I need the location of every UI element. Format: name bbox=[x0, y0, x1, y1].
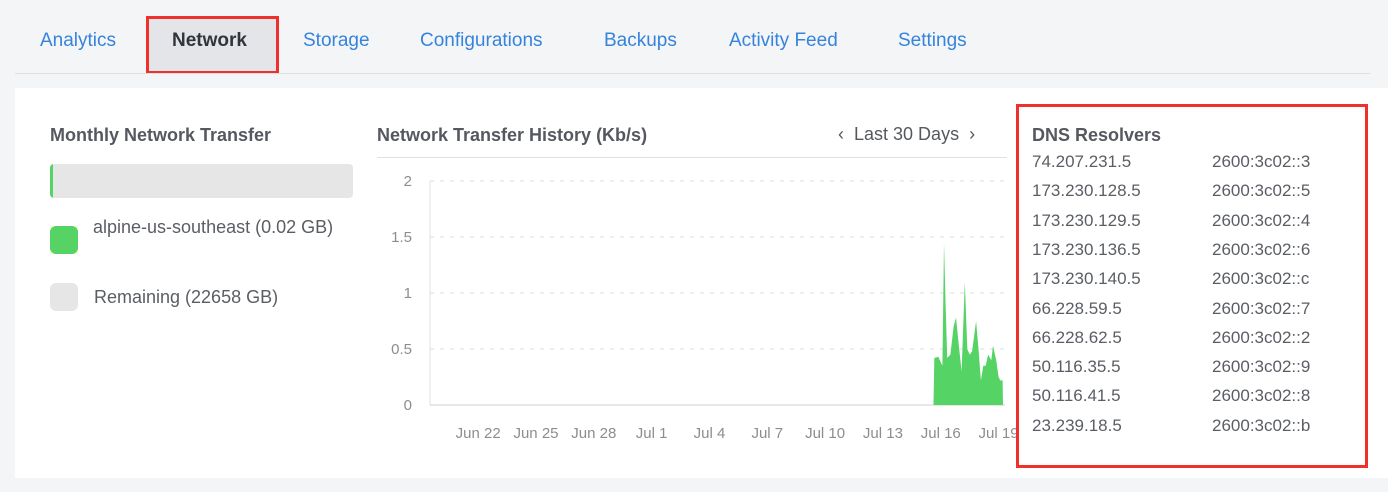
dns-ipv6: 2600:3c02::8 bbox=[1212, 386, 1311, 406]
legend-label-remaining: Remaining (22658 GB) bbox=[94, 287, 279, 307]
chart-title: Network Transfer History (Kb/s) bbox=[377, 125, 648, 145]
dns-ipv4: 50.116.35.5 bbox=[1032, 357, 1121, 377]
tab-network[interactable]: Network bbox=[172, 30, 247, 51]
chevron-right-icon[interactable]: › bbox=[969, 124, 976, 144]
y-tick-label: 0.5 bbox=[391, 341, 412, 358]
chart-header-divider bbox=[377, 157, 1007, 158]
dns-ipv4: 23.239.18.5 bbox=[1032, 415, 1122, 435]
dns-ipv6: 2600:3c02::4 bbox=[1212, 210, 1311, 230]
legend-swatch-remaining bbox=[50, 283, 78, 311]
dns-ipv4: 74.207.231.5 bbox=[1032, 152, 1132, 171]
x-tick-label: Jul 13 bbox=[863, 425, 903, 442]
network-panel bbox=[15, 88, 1388, 478]
x-tick-label: Jul 7 bbox=[751, 425, 783, 442]
tab-backups[interactable]: Backups bbox=[604, 30, 677, 51]
dns-ipv4: 66.228.62.5 bbox=[1032, 327, 1122, 347]
dns-ipv6: 2600:3c02::9 bbox=[1212, 357, 1311, 377]
legend-label-used: alpine-us-southeast (0.02 GB) bbox=[93, 217, 334, 237]
tab-divider bbox=[15, 73, 1370, 74]
tab-analytics[interactable]: Analytics bbox=[40, 30, 117, 51]
range-selector: ‹ Last 30 Days › bbox=[838, 124, 975, 145]
legend-swatch-used bbox=[50, 226, 78, 254]
dns-ipv4: 50.116.41.5 bbox=[1032, 386, 1121, 406]
dns-ipv6: 2600:3c02::5 bbox=[1212, 181, 1311, 201]
dns-ipv6: 2600:3c02::2 bbox=[1212, 327, 1311, 347]
y-tick-label: 0 bbox=[404, 397, 412, 414]
chevron-left-icon[interactable]: ‹ bbox=[838, 124, 844, 144]
y-tick-label: 1.5 bbox=[391, 229, 412, 246]
x-tick-label: Jun 25 bbox=[513, 425, 558, 442]
monthly-transfer-title: Monthly Network Transfer bbox=[50, 125, 272, 145]
dns-ipv4: 173.230.140.5 bbox=[1032, 269, 1141, 289]
dns-ipv4: 173.230.136.5 bbox=[1032, 239, 1141, 259]
dns-ipv6: 2600:3c02::c bbox=[1212, 269, 1310, 289]
dns-ipv6: 2600:3c02::6 bbox=[1212, 239, 1311, 259]
x-tick-label: Jun 22 bbox=[456, 425, 501, 442]
dns-ipv6: 2600:3c02::7 bbox=[1212, 298, 1311, 318]
transfer-usage-fill bbox=[50, 164, 54, 198]
y-tick-label: 2 bbox=[404, 173, 412, 190]
x-tick-label: Jul 10 bbox=[805, 425, 845, 442]
dns-ipv4: 173.230.129.5 bbox=[1032, 210, 1141, 230]
highlight-box-dns bbox=[1016, 104, 1368, 468]
tab-storage[interactable]: Storage bbox=[303, 30, 370, 51]
transfer-usage-bar bbox=[50, 164, 353, 198]
y-tick-label: 1 bbox=[404, 285, 412, 302]
tab-settings[interactable]: Settings bbox=[898, 30, 967, 51]
x-tick-label: Jul 16 bbox=[921, 425, 961, 442]
tab-activity-feed[interactable]: Activity Feed bbox=[729, 30, 838, 51]
x-tick-label: Jul 1 bbox=[636, 425, 668, 442]
dns-ipv6: 2600:3c02::3 bbox=[1212, 152, 1311, 171]
dns-ipv4: 66.228.59.5 bbox=[1032, 298, 1122, 318]
x-tick-label: Jul 4 bbox=[694, 425, 726, 442]
dns-ipv6: 2600:3c02::b bbox=[1212, 415, 1311, 435]
highlight-box-network-tab bbox=[146, 16, 279, 74]
x-tick-label: Jun 28 bbox=[571, 425, 616, 442]
x-tick-label: Jul 19 bbox=[979, 425, 1019, 442]
dns-ipv4: 173.230.128.5 bbox=[1032, 181, 1141, 201]
tab-configurations[interactable]: Configurations bbox=[420, 30, 543, 51]
active-tab-background bbox=[149, 18, 276, 71]
dns-title: DNS Resolvers bbox=[1032, 125, 1162, 145]
range-label[interactable]: Last 30 Days bbox=[854, 124, 960, 144]
transfer-area bbox=[933, 242, 1003, 405]
